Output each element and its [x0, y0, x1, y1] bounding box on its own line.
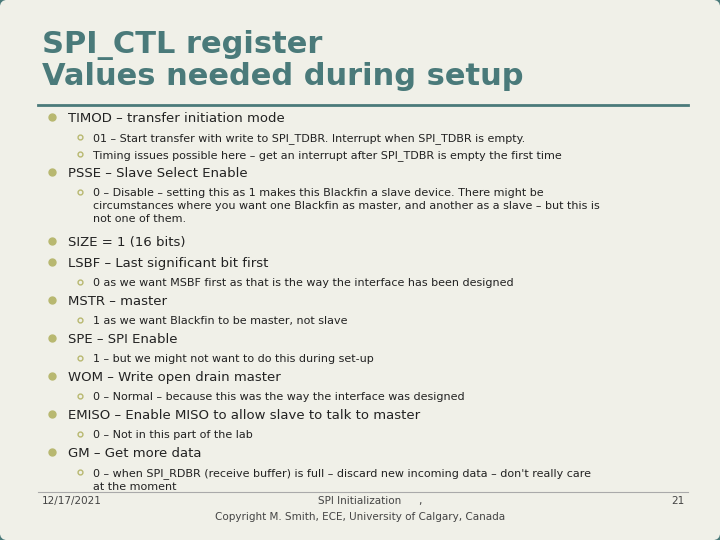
Text: EMISO – Enable MISO to allow slave to talk to master: EMISO – Enable MISO to allow slave to ta… — [68, 409, 420, 422]
Text: Values needed during setup: Values needed during setup — [42, 62, 523, 91]
Text: 0 – Disable – setting this as 1 makes this Blackfin a slave device. There might : 0 – Disable – setting this as 1 makes th… — [93, 188, 600, 224]
Text: 12/17/2021: 12/17/2021 — [42, 496, 102, 506]
Text: 0 – Not in this part of the lab: 0 – Not in this part of the lab — [93, 430, 253, 440]
Text: 0 as we want MSBF first as that is the way the interface has been designed: 0 as we want MSBF first as that is the w… — [93, 278, 513, 288]
Text: SPE – SPI Enable: SPE – SPI Enable — [68, 333, 178, 346]
Text: 01 – Start transfer with write to SPI_TDBR. Interrupt when SPI_TDBR is empty.: 01 – Start transfer with write to SPI_TD… — [93, 133, 526, 144]
Text: ,: , — [418, 496, 422, 506]
Text: TIMOD – transfer initiation mode: TIMOD – transfer initiation mode — [68, 112, 284, 125]
Text: WOM – Write open drain master: WOM – Write open drain master — [68, 371, 281, 384]
Text: 1 – but we might not want to do this during set-up: 1 – but we might not want to do this dur… — [93, 354, 374, 364]
Text: 0 – Normal – because this was the way the interface was designed: 0 – Normal – because this was the way th… — [93, 392, 464, 402]
Text: 0 – when SPI_RDBR (receive buffer) is full – discard new incoming data – don't r: 0 – when SPI_RDBR (receive buffer) is fu… — [93, 468, 591, 492]
Text: Copyright M. Smith, ECE, University of Calgary, Canada: Copyright M. Smith, ECE, University of C… — [215, 512, 505, 522]
Text: SIZE = 1 (16 bits): SIZE = 1 (16 bits) — [68, 236, 186, 249]
Text: PSSE – Slave Select Enable: PSSE – Slave Select Enable — [68, 167, 248, 180]
Text: 21: 21 — [672, 496, 685, 506]
Text: SPI Initialization: SPI Initialization — [318, 496, 402, 506]
Text: GM – Get more data: GM – Get more data — [68, 447, 202, 460]
Text: 1 as we want Blackfin to be master, not slave: 1 as we want Blackfin to be master, not … — [93, 316, 348, 326]
Text: LSBF – Last significant bit first: LSBF – Last significant bit first — [68, 257, 269, 270]
Text: Timing issues possible here – get an interrupt after SPI_TDBR is empty the first: Timing issues possible here – get an int… — [93, 150, 562, 161]
Text: MSTR – master: MSTR – master — [68, 295, 167, 308]
Text: SPI_CTL register: SPI_CTL register — [42, 30, 323, 60]
